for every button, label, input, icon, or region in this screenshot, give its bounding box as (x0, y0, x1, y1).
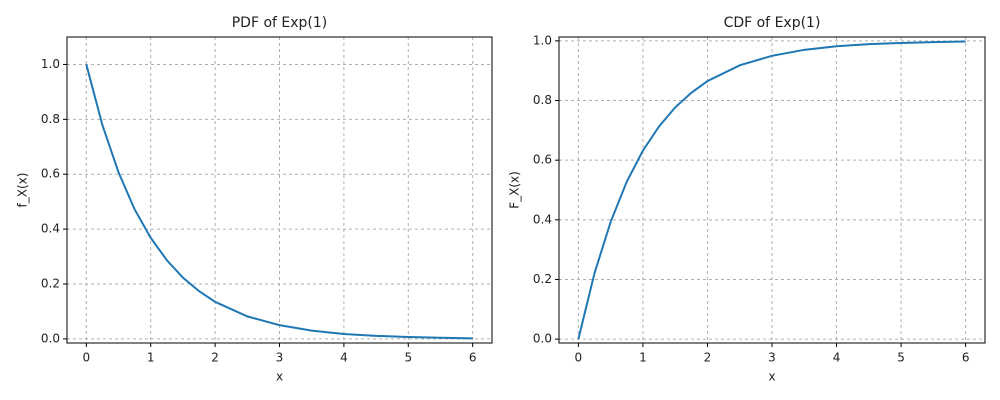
x-tick-label: 3 (276, 351, 284, 365)
y-tick-label: 0.2 (41, 276, 60, 290)
y-tick-label: 1.0 (41, 57, 60, 71)
chart-title: CDF of Exp(1) (724, 15, 821, 31)
x-tick-label: 1 (639, 351, 647, 365)
y-tick-label: 0.2 (533, 272, 552, 286)
x-tick-label: 4 (340, 351, 348, 365)
y-tick-label: 0.8 (533, 93, 552, 107)
chart-title: PDF of Exp(1) (232, 15, 328, 31)
y-tick-label: 0.6 (41, 167, 60, 181)
plot-frame (558, 36, 986, 344)
y-axis-label: F_X(x) (508, 171, 522, 209)
x-tick-label: 1 (147, 351, 155, 365)
x-tick-label: 4 (833, 351, 841, 365)
y-tick-label: 0.0 (41, 331, 60, 345)
x-tick-label: 0 (575, 351, 583, 365)
x-tick-label: 6 (469, 351, 477, 365)
x-axis-label: x (276, 370, 283, 384)
y-tick-label: 0.6 (533, 153, 552, 167)
x-tick-label: 5 (897, 351, 905, 365)
x-tick-label: 6 (962, 351, 970, 365)
y-tick-label: 1.0 (533, 33, 552, 47)
line-series (85, 64, 473, 340)
x-tick-label: 5 (404, 351, 412, 365)
y-tick-label: 0.4 (533, 212, 552, 226)
plot-frame (66, 36, 493, 344)
line-series (577, 40, 966, 340)
x-tick-label: 0 (82, 351, 90, 365)
x-axis-label: x (768, 370, 775, 384)
y-tick-label: 0.0 (533, 332, 552, 346)
y-axis-label: f_X(x) (16, 173, 30, 208)
x-tick-label: 2 (211, 351, 219, 365)
x-tick-label: 2 (704, 351, 712, 365)
y-tick-label: 0.8 (41, 112, 60, 126)
x-tick-label: 3 (768, 351, 776, 365)
y-tick-label: 0.4 (41, 222, 60, 236)
